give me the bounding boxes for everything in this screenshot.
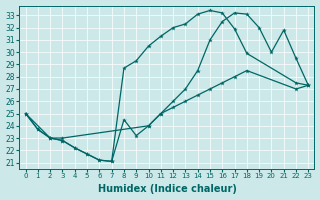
X-axis label: Humidex (Indice chaleur): Humidex (Indice chaleur) [98, 184, 236, 194]
